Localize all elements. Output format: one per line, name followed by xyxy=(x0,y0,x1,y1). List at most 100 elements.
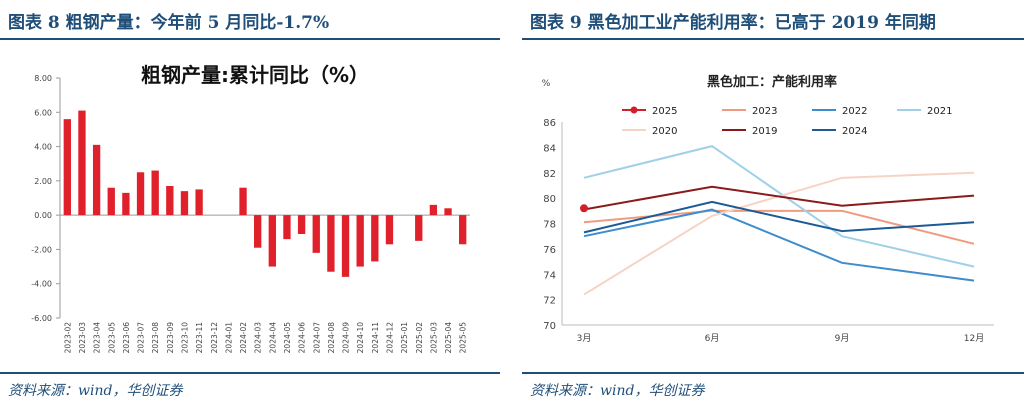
bar xyxy=(385,215,394,245)
figure-8-title: 图表 8 粗钢产量：今年前 5 月同比-1.7% xyxy=(8,13,330,33)
bar xyxy=(415,215,423,241)
bar xyxy=(63,119,71,216)
chart-title: 粗钢产量:累计同比（%） xyxy=(141,63,369,87)
y-tick-label: 86 xyxy=(543,118,556,129)
legend-label: 2024 xyxy=(842,126,867,137)
title-rule xyxy=(0,38,500,40)
legend-label: 2022 xyxy=(842,106,867,117)
x-tick-label: 2023-04 xyxy=(93,322,102,354)
y-tick-label: 76 xyxy=(543,245,556,256)
x-tick-label: 2023-09 xyxy=(166,322,175,354)
y-tick-label: -2.00 xyxy=(31,245,52,254)
y-tick-label: 74 xyxy=(543,270,556,281)
x-tick-label: 2025-05 xyxy=(459,322,468,354)
x-tick-label: 9月 xyxy=(835,333,850,344)
y-tick-label: 84 xyxy=(543,143,556,154)
line-chart: 黑色加工：产能利用率% 70 72 74 76 78 80 82 84 86 3月 6月 9月 12月 20… xyxy=(542,74,994,344)
bar xyxy=(92,144,101,216)
y-tick-label: 0.00 xyxy=(34,211,52,220)
source-rule xyxy=(522,372,1024,374)
legend-label: 2023 xyxy=(752,106,777,117)
x-tick-label: 2025-01 xyxy=(400,322,409,354)
y-axis-unit: % xyxy=(542,79,551,89)
x-tick-label: 2023-05 xyxy=(107,322,116,354)
x-tick-label: 2024-09 xyxy=(342,322,351,354)
series-line-2021 xyxy=(583,145,975,268)
y-tick-label: 70 xyxy=(543,321,556,332)
y-tick-label: 82 xyxy=(543,169,556,180)
x-tick-label: 2024-07 xyxy=(312,322,321,354)
title-rule xyxy=(522,38,1024,40)
y-tick-label: 4.00 xyxy=(34,143,52,152)
y-tick-label: -6.00 xyxy=(31,314,52,323)
bar xyxy=(371,215,379,262)
x-tick-label: 2025-04 xyxy=(444,322,453,354)
x-tick-label: 2023-08 xyxy=(151,322,160,354)
x-tick-label: 2024-10 xyxy=(356,322,365,354)
bar xyxy=(268,215,276,267)
x-tick-label: 2024-05 xyxy=(283,322,292,354)
x-tick-label: 3月 xyxy=(577,333,592,344)
x-tick-label: 2024-12 xyxy=(385,322,394,354)
x-tick-label: 6月 xyxy=(705,333,720,344)
figure-8-source: 资料来源：wind，华创证券 xyxy=(8,383,183,399)
y-tick-label: 8.00 xyxy=(34,74,52,83)
y-tick-label: 80 xyxy=(543,194,556,205)
y-tick-label: 72 xyxy=(543,296,556,307)
x-tick-label: 2023-10 xyxy=(180,322,189,354)
bar xyxy=(122,192,130,216)
series-line-2019 xyxy=(583,185,975,211)
series-point-2025 xyxy=(580,204,588,213)
series-line-2022 xyxy=(583,208,975,282)
bar xyxy=(78,110,86,216)
x-tick-label: 2024-03 xyxy=(254,322,263,354)
figure-9-source: 资料来源：wind，华创证券 xyxy=(530,383,705,399)
bar xyxy=(444,208,452,216)
x-tick-label: 2024-06 xyxy=(298,322,307,354)
x-tick-label: 2023-02 xyxy=(63,322,72,354)
panel-capacity-utilization: 图表 9 黑色加工业产能利用率：已高于 2019 年同期 黑色加工：产能利用率%… xyxy=(522,0,1024,411)
x-tick-label: 2023-06 xyxy=(122,322,131,354)
bar xyxy=(459,215,467,245)
bar xyxy=(180,191,189,216)
bar xyxy=(283,215,291,240)
legend-marker xyxy=(630,106,638,114)
bar xyxy=(136,172,145,216)
legend-label: 2025 xyxy=(652,106,677,117)
bar xyxy=(239,187,247,216)
bar xyxy=(341,215,350,277)
source-rule xyxy=(0,372,500,374)
x-tick-label: 2024-11 xyxy=(371,322,380,354)
y-tick-label: 6.00 xyxy=(34,108,52,117)
bar xyxy=(312,215,320,253)
bar xyxy=(151,170,159,216)
bar xyxy=(327,215,335,272)
bar xyxy=(107,187,115,216)
x-tick-label: 2025-02 xyxy=(415,322,424,354)
bar xyxy=(254,215,262,248)
chart-title: 黑色加工：产能利用率 xyxy=(707,74,837,90)
figure-9-title: 图表 9 黑色加工业产能利用率：已高于 2019 年同期 xyxy=(530,13,936,33)
legend-label: 2019 xyxy=(752,126,777,137)
x-tick-label: 2023-11 xyxy=(195,322,204,354)
y-tick-label: 2.00 xyxy=(34,177,52,186)
bar xyxy=(297,215,306,234)
y-tick-label: 78 xyxy=(543,220,556,231)
x-tick-label: 2024-02 xyxy=(239,322,248,354)
series-line-2020 xyxy=(583,171,975,296)
y-tick-label: -4.00 xyxy=(31,280,52,289)
bar xyxy=(195,189,203,216)
legend-label: 2021 xyxy=(927,106,952,117)
x-tick-label: 2025-03 xyxy=(429,322,438,354)
x-tick-label: 2024-08 xyxy=(327,322,336,354)
series-line-2024 xyxy=(583,200,975,234)
bar xyxy=(356,215,364,267)
x-tick-label: 2023-03 xyxy=(78,322,87,354)
series-line-2023 xyxy=(583,209,975,245)
panel-steel-output: 图表 8 粗钢产量：今年前 5 月同比-1.7% 粗钢产量:累计同比（%） 8.0… xyxy=(0,0,500,411)
x-tick-label: 2023-07 xyxy=(137,322,146,354)
x-tick-label: 2024-01 xyxy=(224,322,233,354)
x-tick-label: 2024-04 xyxy=(268,322,277,354)
bar xyxy=(166,186,174,216)
legend-label: 2020 xyxy=(652,126,677,137)
